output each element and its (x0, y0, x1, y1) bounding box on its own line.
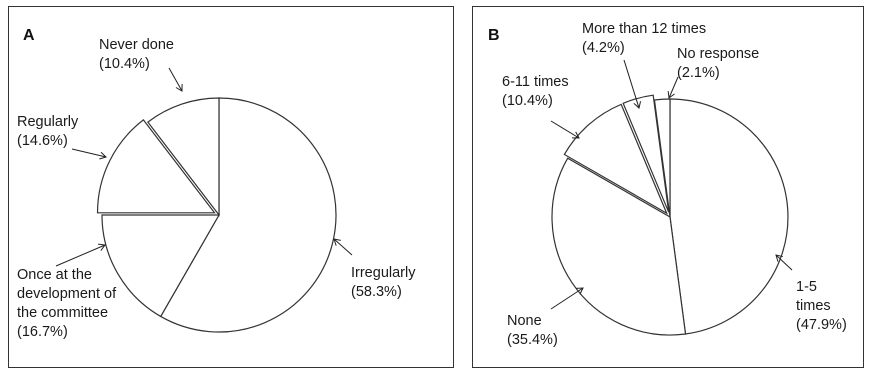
leader-line (71, 148, 107, 158)
leader-line (550, 120, 580, 139)
slice-label-regularly: Regularly (14.6%) (17, 114, 79, 149)
arrowhead (667, 91, 675, 99)
leader-line (333, 238, 353, 256)
pie-chart-a: A Irregularly (58.3%) Once at the developmen… (17, 27, 416, 340)
pie-slice-no-response (653, 98, 671, 218)
arrowhead (98, 243, 106, 251)
slice-label-never-done: Never done (10.4%) (99, 37, 174, 72)
slice-label-1-5: 1-5 times (47.9%) (796, 279, 847, 333)
arrowhead (175, 84, 183, 92)
slice-label-irregularly: Irregularly (58.3%) (351, 265, 416, 300)
arrowhead (633, 101, 642, 109)
arrowhead (99, 151, 107, 160)
leader-line (623, 59, 640, 109)
leader-line (550, 287, 584, 310)
pie-slice-once-at-the (101, 214, 221, 318)
arrowhead (333, 238, 341, 246)
pie-slice-1-5 (669, 98, 789, 335)
pie-slice-none (551, 157, 687, 336)
leader-line (168, 67, 183, 92)
panel-label: A (23, 27, 35, 44)
slice-label-6-11-times: 6-11 times (10.4%) (502, 74, 569, 109)
arrowhead (775, 254, 783, 262)
pie-slice-more-than-12-times (622, 94, 670, 213)
pie-slice-irregularly (159, 97, 337, 333)
pie-slice-never-done (147, 97, 220, 217)
leader-line (775, 254, 793, 271)
panel-label: B (488, 27, 500, 44)
leader-line (55, 244, 106, 267)
panel-b: B 1-5 times (47.9%) None (35.4%) 6-11 times (10… (472, 6, 864, 368)
pie-slice-regularly (96, 119, 216, 214)
pie-slice-6-11-times (563, 103, 668, 215)
slice-label-more-than-12-times: More than 12 times (4.2%) (582, 21, 706, 56)
leader-line (668, 76, 679, 99)
slice-label-once-at-the: Once at the development of the committee (1… (17, 267, 117, 340)
panel-a: A Irregularly (58.3%) Once at the developmen… (8, 6, 454, 368)
pie-chart-b: B 1-5 times (47.9%) None (35.4%) 6-11 times (10… (488, 21, 847, 348)
slice-label-no-response: No response (2.1%) (677, 46, 759, 81)
arrowhead (572, 131, 580, 139)
slice-label-none: None (35.4%) (507, 313, 558, 348)
arrowhead (576, 287, 584, 295)
